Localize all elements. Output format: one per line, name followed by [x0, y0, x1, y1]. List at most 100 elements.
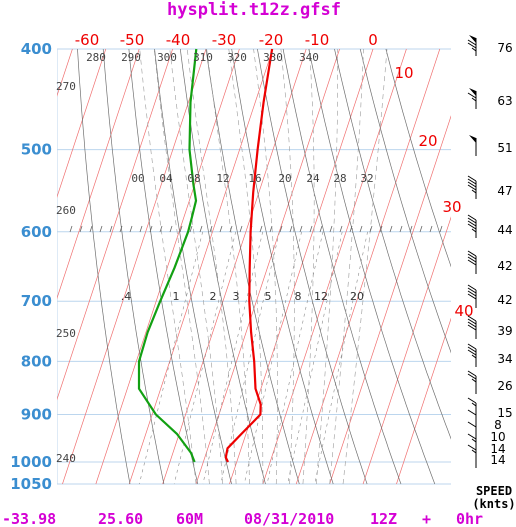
wind-speed-3: 47	[497, 184, 512, 198]
barb-full	[467, 39, 477, 46]
wind-speed-10: 15	[497, 406, 512, 420]
isotherm	[57, 48, 140, 300]
hatch-mark	[219, 225, 223, 233]
wind-barb	[467, 284, 477, 308]
isotherm	[329, 115, 451, 485]
profiles	[137, 48, 274, 463]
isotherm	[57, 48, 173, 401]
hatch-mark	[99, 225, 103, 233]
barb-flag	[469, 35, 476, 43]
moist-adiabat	[316, 48, 338, 485]
barb-half	[471, 402, 477, 407]
hatch-mark	[399, 225, 403, 233]
footer-lon: 25.60	[98, 510, 143, 527]
hatch-mark	[239, 225, 243, 233]
theta-label-310: 310	[193, 51, 213, 64]
wind-barb	[467, 444, 477, 468]
temp-label-20: 20	[418, 132, 437, 150]
hatch-mark	[259, 225, 263, 233]
barb-full	[467, 181, 477, 188]
pressure-label-400: 400	[21, 40, 52, 58]
wind-barb	[467, 35, 477, 56]
temp-label-0: 0	[368, 31, 378, 49]
theta-label-250: 250	[56, 327, 76, 340]
hatch-mark	[389, 225, 393, 233]
wind-barb	[469, 135, 477, 156]
mixing-label-20: 20	[350, 290, 364, 303]
isotherm	[95, 48, 240, 485]
barb-half	[471, 438, 477, 443]
hatch-mark	[89, 225, 93, 233]
pressure-label-900: 900	[21, 406, 52, 424]
temp-label--60: -60	[75, 31, 100, 49]
theta-e-label-00: 00	[131, 172, 144, 185]
barb-full	[467, 324, 477, 331]
hatch-mark	[179, 225, 183, 233]
dry-adiabat	[282, 48, 402, 485]
hatch-mark	[419, 225, 423, 233]
pressure-label-1050: 1050	[10, 475, 52, 493]
dry-adiabat	[77, 48, 131, 485]
mixing-ratio-line	[220, 231, 280, 485]
temp-label-30: 30	[442, 198, 461, 216]
wind-speed-5: 42	[497, 259, 512, 273]
wind-speed-11: 8	[494, 418, 502, 432]
dry-adiabat	[128, 48, 199, 485]
temperature-profile	[224, 48, 274, 463]
barb-full	[467, 217, 477, 224]
dry-adiabat	[359, 48, 451, 354]
pressure-label-1000: 1000	[10, 453, 52, 471]
barb-full	[467, 421, 477, 428]
pressure-label-700: 700	[21, 292, 52, 310]
wind-barb	[467, 250, 477, 274]
isotherm	[362, 216, 451, 485]
barb-half	[471, 228, 477, 233]
hatch-mark	[79, 225, 83, 233]
wind-speed-2: 51	[497, 141, 512, 155]
pressure-label-600: 600	[21, 223, 52, 241]
temp-label--50: -50	[120, 31, 145, 49]
hatch-mark	[339, 225, 343, 233]
wind-speed-0: 76	[497, 41, 512, 55]
speed-units: (knts)	[472, 497, 515, 511]
barb-full	[467, 256, 477, 263]
theta-label-330: 330	[263, 51, 283, 64]
temp-label--10: -10	[305, 31, 330, 49]
theta-label-340: 340	[299, 51, 319, 64]
mixing-label-3: 3	[233, 290, 240, 303]
isotherm	[62, 48, 207, 485]
hatch-mark	[189, 225, 193, 233]
theta-e-label-24: 24	[306, 172, 320, 185]
moist-adiabat	[139, 48, 197, 485]
temp-label-10: 10	[394, 64, 413, 82]
dry-adiabat	[154, 48, 232, 485]
barb-full	[467, 293, 477, 300]
mixing-label-.4: .4	[121, 290, 132, 303]
barb-full	[467, 397, 477, 404]
wind-barb	[467, 343, 477, 367]
temp-label--20: -20	[259, 31, 284, 49]
hatch-mark	[279, 225, 283, 233]
theta-label-270: 270	[56, 80, 76, 93]
moist-adiabat	[342, 48, 388, 485]
hatch-mark	[69, 225, 73, 233]
hatch-mark	[149, 225, 153, 233]
barb-full	[467, 444, 477, 451]
barb-full	[467, 284, 477, 291]
moist-adiabat	[186, 48, 237, 485]
dry-adiabat	[385, 48, 451, 268]
moist-adiabat	[280, 48, 295, 485]
theta-label-260: 260	[56, 204, 76, 217]
wind-barb	[467, 214, 477, 238]
moist-adiabat	[169, 48, 224, 485]
isotherm	[229, 48, 374, 485]
hatch-mark	[289, 225, 293, 233]
wind-speed-7: 39	[497, 324, 512, 338]
wind-speed-1: 63	[497, 94, 512, 108]
barb-full	[467, 370, 477, 377]
isotherm	[57, 48, 107, 198]
footer-date: 08/31/2010	[244, 510, 334, 527]
hatch-mark	[379, 225, 383, 233]
